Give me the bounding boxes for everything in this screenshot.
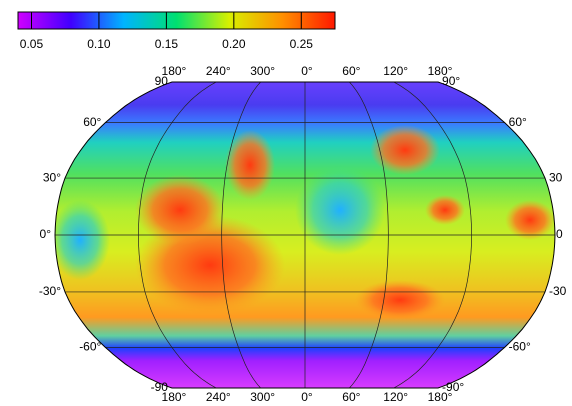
longitude-label: 300° xyxy=(250,390,275,404)
latitude-label: -30° xyxy=(39,284,61,298)
colorbar-tick-label: 0.05 xyxy=(20,37,44,51)
colorbar-fill xyxy=(18,12,335,29)
longitude-label: 300° xyxy=(250,64,275,78)
longitude-label: 120° xyxy=(383,64,408,78)
map-figure: 0.050.100.150.200.25 180°180°240°240°300… xyxy=(0,0,572,406)
latitude-label: 60° xyxy=(509,115,527,129)
latitude-label: -60° xyxy=(509,340,531,354)
latitude-label: 90° xyxy=(442,74,460,88)
map-surface xyxy=(50,80,570,392)
latitude-label: 60° xyxy=(83,115,101,129)
longitude-label: 120° xyxy=(383,390,408,404)
longitude-label: 240° xyxy=(206,390,231,404)
colorbar-tick-label: 0.10 xyxy=(87,37,111,51)
latitude-label: 30° xyxy=(43,170,61,184)
latitude-label: 0 xyxy=(556,227,563,241)
page: 0.050.100.150.200.25 180°180°240°240°300… xyxy=(0,0,572,406)
latitude-label: 30 xyxy=(549,170,563,184)
latitude-label: -30 xyxy=(549,284,567,298)
colorbar-tick-label: 0.15 xyxy=(155,37,179,51)
longitude-label: 60° xyxy=(342,390,360,404)
longitude-label: 60° xyxy=(342,64,360,78)
latitude-label: -90 xyxy=(151,380,169,394)
latitude-label: -90° xyxy=(442,380,464,394)
longitude-label: 240° xyxy=(206,64,231,78)
latitude-label: 90 xyxy=(155,74,169,88)
latitude-label: 0° xyxy=(40,227,52,241)
longitude-label: 0° xyxy=(301,64,313,78)
colorbar: 0.05 0.10 0.15 0.20 0.25 xyxy=(18,12,335,51)
latitude-label: -60° xyxy=(79,340,101,354)
colorbar-tick-label: 0.25 xyxy=(290,37,314,51)
colorbar-tick-label: 0.20 xyxy=(222,37,246,51)
longitude-label: 0° xyxy=(301,390,313,404)
